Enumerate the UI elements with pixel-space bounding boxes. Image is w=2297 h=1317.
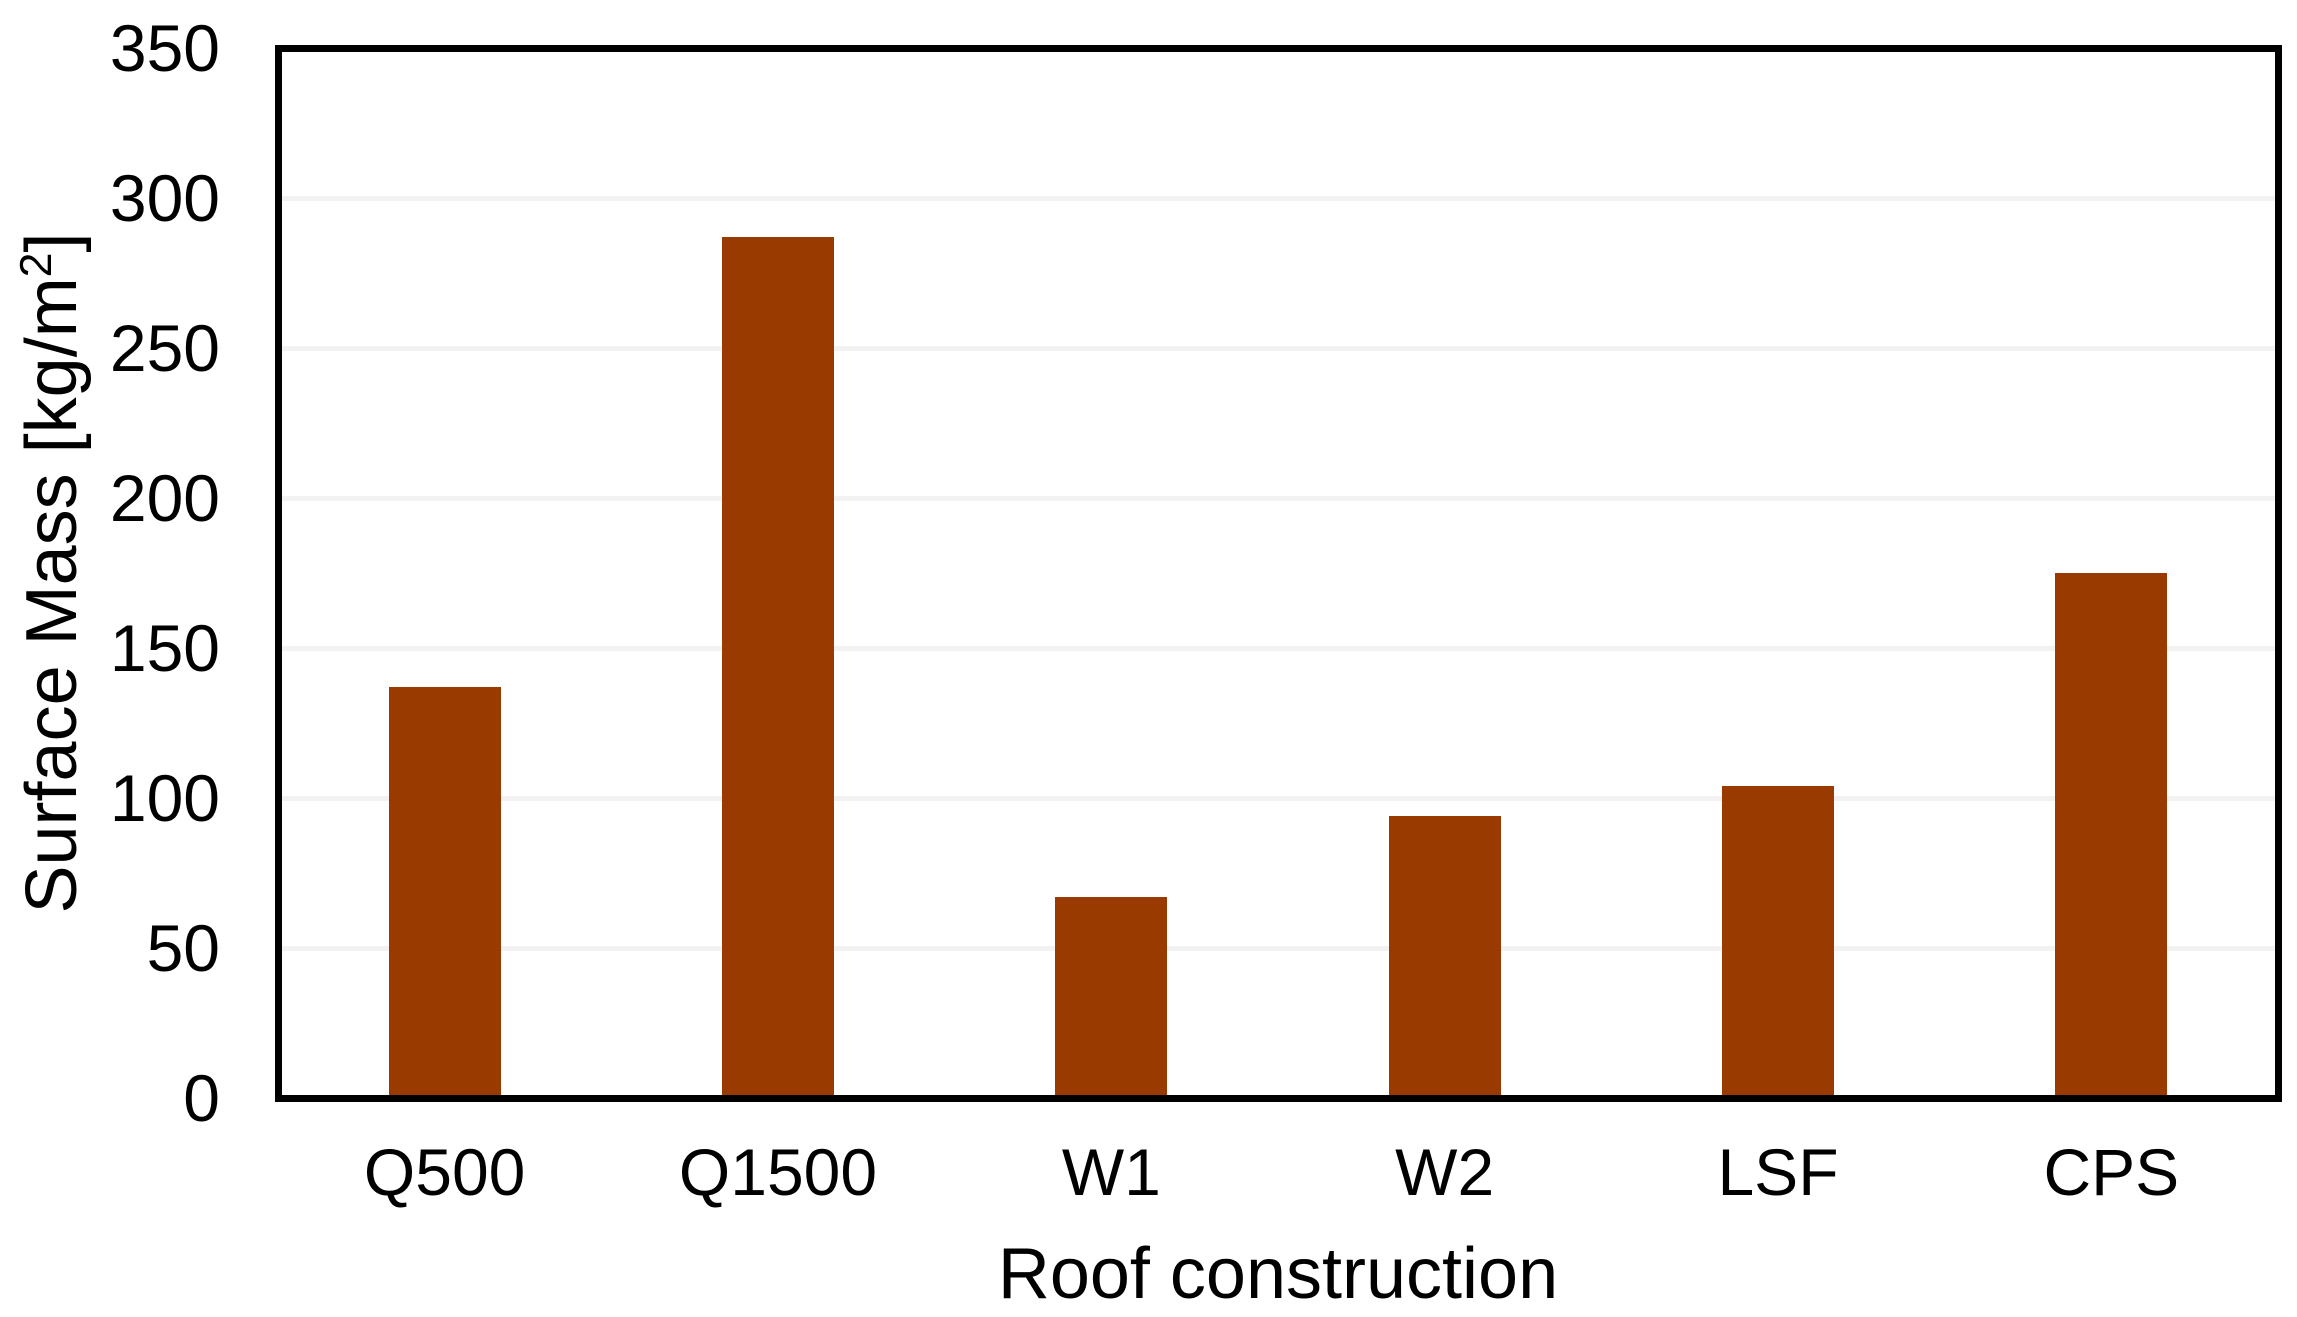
gridline-300 [278,195,2278,201]
y-tick-label-250: 250 [109,311,220,385]
bar-Q1500 [722,237,834,1098]
bar-LSF [1722,786,1834,1098]
gridline-150 [278,645,2278,651]
x-tick-label-CPS: CPS [2043,1135,2180,1209]
x-tick-label-W1: W1 [1061,1135,1161,1209]
y-tick-label-150: 150 [109,611,220,685]
bar-CPS [2055,573,2168,1098]
x-tick-label-LSF: LSF [1717,1135,1839,1209]
y-tick-label-350: 350 [109,11,220,85]
y-tick-label-300: 300 [109,161,220,235]
y-tick-label-200: 200 [109,461,220,535]
gridline-250 [278,345,2278,351]
bar-W2 [1388,816,1501,1098]
gridline-200 [278,495,2278,501]
bar-W1 [1055,897,1168,1098]
y-axis-tick-labels: 0 50 100 150 200 250 300 350 [0,11,220,1135]
y-tick-label-50: 50 [146,911,220,985]
plot-area [278,48,2278,1098]
x-axis-title: Roof construction [997,1234,1559,1314]
x-tick-label-W2: W2 [1395,1135,1495,1209]
y-tick-label-0: 0 [183,1061,220,1135]
gridline-100 [278,795,2278,801]
x-tick-label-Q1500: Q1500 [678,1135,878,1209]
x-tick-label-Q500: Q500 [363,1135,526,1209]
bar-Q500 [388,687,501,1098]
y-tick-label-100: 100 [109,761,220,835]
x-axis-tick-labels: Q500 Q1500 W1 W2 LSF CPS [278,1122,2278,1222]
gridline-50 [278,945,2278,951]
